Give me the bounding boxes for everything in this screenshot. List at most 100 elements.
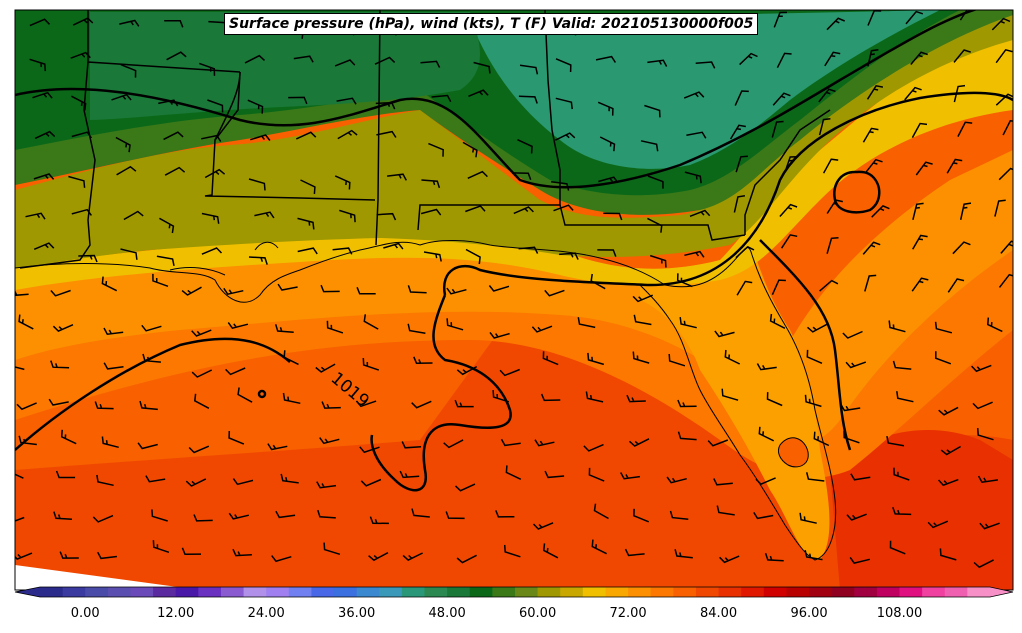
wind-barb [598, 176, 619, 184]
wind-barb [633, 314, 652, 326]
lake-okeechobee [777, 437, 809, 468]
wind-barb [543, 543, 559, 559]
colorbar-cell [447, 587, 471, 597]
wind-barb [862, 127, 879, 143]
wind-barb [356, 287, 376, 295]
wind-barb [369, 516, 389, 525]
wind-barb [199, 62, 216, 76]
wind-barb [896, 391, 914, 403]
wind-barb [411, 508, 430, 518]
wind-barb [387, 173, 407, 181]
wind-barb [228, 512, 249, 520]
wind-barb [714, 330, 735, 338]
wind-barb [590, 273, 606, 290]
wind-barb [193, 514, 213, 522]
wind-barb [207, 99, 224, 113]
colorbar-cell [763, 587, 787, 597]
wind-barb [892, 507, 912, 516]
colorbar-cell [809, 587, 833, 597]
wind-barb [826, 17, 845, 31]
colorbar-tick-label: 0.00 [70, 606, 100, 621]
wind-barb [866, 84, 884, 100]
wind-barb [865, 158, 883, 173]
wind-barb [300, 179, 316, 194]
wind-barb [597, 101, 614, 116]
wind-barb [595, 55, 617, 63]
wind-barb [383, 242, 404, 250]
wind-barb [544, 470, 565, 479]
wind-barb [52, 324, 74, 332]
wind-barb [326, 320, 344, 334]
wind-barb [867, 10, 882, 26]
wind-barb [420, 60, 441, 68]
colorbar-cell [492, 587, 516, 597]
wind-barb [1000, 240, 1013, 254]
wind-barb [518, 95, 538, 104]
wind-barb [733, 195, 746, 213]
colorbar-cell [537, 587, 561, 597]
wind-barb [544, 289, 565, 297]
colorbar-cell [62, 587, 86, 597]
colorbar-cell [311, 587, 335, 597]
wind-barb [446, 287, 467, 295]
wind-barb [806, 349, 823, 364]
wind-barb [540, 393, 561, 402]
wind-barb [632, 294, 653, 303]
wind-barb [159, 217, 175, 234]
wind-barb [519, 64, 539, 75]
wind-barb [979, 522, 1000, 530]
wind-barb [499, 368, 520, 377]
wind-barb [50, 289, 71, 297]
colorbar-tick-label: 24.00 [247, 606, 285, 621]
wind-barb [724, 349, 741, 365]
colorbar-cell [741, 587, 765, 597]
wind-barb [101, 276, 118, 292]
wind-barb [987, 317, 1003, 333]
wind-barb [813, 431, 830, 447]
colorbar-cell [469, 587, 493, 597]
wind-barb [1002, 120, 1013, 136]
wind-barb [843, 430, 860, 444]
temp-band-84 [830, 430, 1013, 590]
wind-barb [316, 481, 337, 489]
wind-barb [626, 394, 646, 403]
colorbar-cell [854, 587, 878, 597]
wind-barb [677, 399, 697, 408]
wind-barb [771, 120, 784, 138]
wind-barb [729, 124, 746, 140]
wind-barb [15, 473, 24, 479]
wind-barb [959, 202, 972, 220]
wind-barbs [15, 10, 1013, 569]
wind-barb [164, 19, 184, 28]
wind-barb [934, 321, 953, 334]
wind-barb [818, 117, 831, 136]
wind-barb [840, 404, 861, 412]
wind-barb [889, 540, 906, 555]
colorbar-extend-low [15, 587, 40, 597]
wind-barb [454, 483, 476, 492]
wind-barb [25, 212, 46, 220]
wind-barb [254, 211, 275, 219]
wind-barb [277, 283, 298, 291]
wind-barb [288, 96, 308, 105]
wind-barb [96, 474, 114, 487]
wind-barb [336, 97, 357, 105]
wind-barb [824, 51, 841, 67]
wind-barb [201, 247, 223, 255]
wind-barb [686, 131, 707, 139]
wind-barb [317, 509, 336, 519]
wind-barb [846, 513, 867, 521]
colorbar-tick-label: 60.00 [519, 606, 557, 621]
wind-barb [677, 431, 697, 441]
wind-barb [332, 247, 353, 255]
wind-barb [280, 473, 299, 484]
wind-barb [248, 178, 266, 191]
wind-barb [34, 130, 56, 140]
wind-barb [818, 88, 836, 103]
wind-barb [48, 398, 69, 406]
wind-barb [998, 167, 1013, 181]
wind-barb [689, 209, 711, 217]
wind-barb [29, 58, 47, 72]
wind-barb [972, 401, 993, 410]
temp-band-64 [15, 12, 1013, 268]
